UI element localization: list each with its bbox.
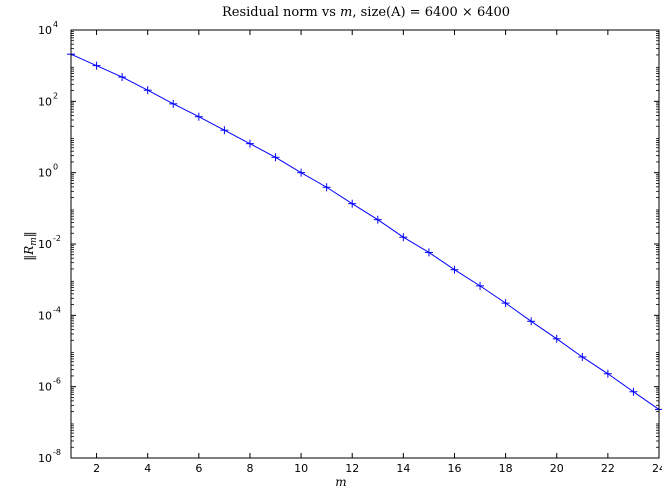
y-axis-label: ‖Rm‖ [22,231,39,261]
data-point [143,86,152,95]
data-point [552,334,561,343]
chart-title: Residual norm vs m, size(A) = 6400 × 640… [222,5,510,20]
x-tick-label: 18 [499,462,513,475]
y-tick-label: 10 [38,95,52,108]
y-tick-exponent: 0 [53,163,58,172]
plot-frame [70,29,660,459]
x-tick-label: 12 [345,462,359,475]
data-point [527,317,536,326]
data-point [92,61,101,70]
x-tick-label: 4 [144,462,151,475]
y-tick-exponent: -2 [53,234,61,243]
data-point [271,153,280,162]
data-point [194,112,203,121]
data-point [629,387,638,396]
data-point [476,281,485,290]
data-point [220,126,229,135]
x-tick-label: 10 [294,462,308,475]
y-tick-label: 10 [38,381,52,394]
data-point [297,168,306,177]
y-tick-exponent: -8 [53,448,61,457]
y-tick-label: 10 [38,167,52,180]
data-point [245,139,254,148]
data-point [118,73,127,82]
x-tick-label: 16 [447,462,461,475]
x-tick-label: 22 [601,462,615,475]
y-tick-exponent: -6 [53,377,61,386]
x-tick-label: 6 [195,462,202,475]
y-tick-label: 10 [38,309,52,322]
data-point [578,352,587,361]
x-tick-label: 24 [652,462,662,475]
data-point [322,183,331,192]
y-tick-exponent: 2 [53,91,58,100]
data-point [501,299,510,308]
x-tick-label: 2 [93,462,100,475]
y-tick-label: 10 [38,24,52,37]
data-point [373,215,382,224]
data-point [348,199,357,208]
x-tick-label: 20 [550,462,564,475]
data-point [450,265,459,274]
x-tick-label: 14 [396,462,410,475]
data-point [169,99,178,108]
x-tick-label: 8 [246,462,253,475]
series-line [70,53,660,410]
plot-area [71,30,659,458]
y-tick-label: 10 [38,452,52,465]
tick-labels: 2468101214161820222410410210010-210-410-… [38,20,662,475]
data-point [603,369,612,378]
y-tick-exponent: -4 [53,305,61,314]
data-point [399,233,408,242]
x-axis-label: m [335,475,346,489]
y-tick-label: 10 [38,238,52,251]
data-point [424,248,433,257]
y-tick-exponent: 4 [53,20,58,29]
